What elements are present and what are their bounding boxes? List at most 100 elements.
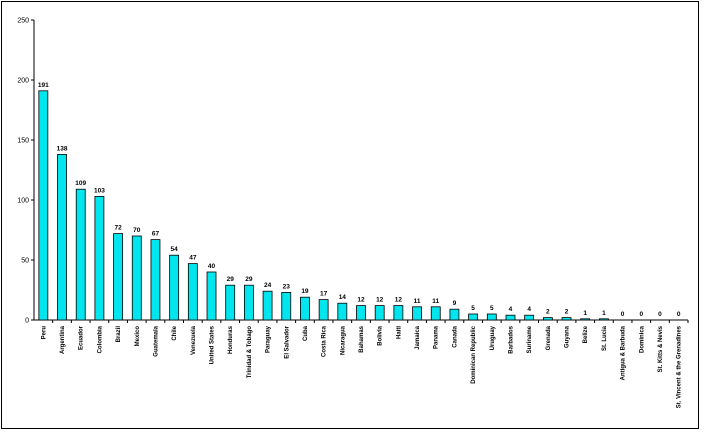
data-label: 2 (546, 309, 550, 316)
data-label: 0 (677, 311, 681, 318)
data-label: 1 (583, 310, 587, 317)
category-label: Paraguay (266, 325, 272, 353)
category-label: Mexico (135, 326, 141, 347)
bars (38, 90, 609, 321)
bar (131, 235, 142, 321)
bar (468, 313, 479, 321)
bar (243, 284, 254, 321)
category-label: St. Vincent & the Grenadines (677, 325, 683, 408)
y-tick-label: 50 (21, 258, 29, 265)
data-label: 17 (320, 291, 328, 298)
data-label: 103 (94, 187, 105, 194)
data-label: 2 (565, 309, 569, 316)
bar (393, 305, 404, 321)
data-label: 40 (208, 263, 216, 270)
data-label: 14 (339, 294, 347, 301)
data-label: 4 (509, 306, 513, 313)
data-label: 4 (527, 306, 531, 313)
category-label: Honduras (228, 325, 234, 354)
bar (225, 284, 236, 321)
category-label: Costa Rica (322, 325, 328, 357)
data-label: 0 (621, 311, 625, 318)
category-label: Chile (172, 325, 178, 340)
category-label: Haiti (396, 326, 402, 339)
data-label: 12 (395, 297, 403, 304)
bar (75, 188, 86, 321)
category-label: Bolivia (378, 325, 384, 345)
category-label: Cuba (303, 325, 309, 341)
category-label: Nicaragua (340, 325, 346, 355)
bar (187, 263, 198, 321)
category-label: Ecuador (79, 325, 85, 350)
bar (580, 318, 591, 321)
category-label: Dominica (639, 325, 645, 353)
category-label: St. Lucia (602, 325, 608, 351)
category-label: Dominican Republic (471, 325, 477, 383)
bar (561, 317, 572, 321)
category-label: El Salvador (284, 325, 290, 358)
category-label: Grenada (546, 325, 552, 350)
data-label: 9 (453, 300, 457, 307)
category-label: Guyana (565, 325, 571, 348)
bar (449, 308, 460, 321)
data-label: 11 (414, 298, 421, 305)
data-label: 70 (133, 227, 141, 234)
data-label: 191 (38, 82, 49, 89)
category-label: Argentina (60, 325, 66, 354)
category-label: Panama (434, 325, 440, 349)
data-label: 1 (602, 310, 606, 317)
y-tick-label: 200 (17, 78, 29, 85)
bar (318, 299, 329, 321)
category-label: St. Kitts & Nevis (658, 325, 664, 372)
data-label: 0 (658, 311, 662, 318)
data-label: 29 (227, 276, 235, 283)
category-label: Bahamas (359, 325, 365, 352)
bar (599, 318, 609, 321)
category-label: Barbados (508, 325, 514, 353)
bar (94, 195, 105, 321)
data-label: 54 (171, 246, 179, 253)
category-label: Canada (452, 325, 458, 347)
bar (337, 302, 348, 321)
data-label: 47 (189, 255, 197, 262)
bar (486, 313, 497, 321)
data-label: 138 (57, 145, 68, 152)
category-label: Colombia (97, 325, 103, 353)
data-label: 109 (75, 180, 86, 187)
category-label: Suriname (527, 325, 533, 353)
y-tick-label: 100 (17, 198, 29, 205)
bar (57, 153, 67, 321)
bar (430, 306, 441, 321)
bar (113, 233, 123, 321)
category-label: Guatemala (153, 325, 159, 356)
data-label: 24 (264, 282, 272, 289)
category-label: Peru (41, 326, 47, 340)
data-label: 0 (639, 311, 643, 318)
bar (412, 306, 422, 321)
y-tick-label: 150 (17, 138, 29, 145)
data-label: 12 (376, 297, 384, 304)
bar (505, 314, 516, 321)
category-label: Uruguay (490, 325, 496, 350)
bar (524, 314, 535, 321)
data-label: 72 (114, 225, 122, 232)
data-label: 12 (357, 297, 365, 304)
category-label: Trinidad & Tobago (247, 326, 253, 379)
bar (262, 290, 273, 321)
category-label: Belize (583, 325, 589, 343)
bar (206, 271, 217, 321)
y-tick-label: 250 (17, 18, 29, 25)
y-tick-label: 0 (25, 318, 29, 325)
category-label: Venezuela (191, 325, 197, 355)
bar (281, 291, 292, 321)
bar (150, 239, 161, 321)
data-label: 67 (152, 231, 160, 238)
category-label: Jamaica (415, 325, 421, 349)
data-label: 5 (471, 305, 475, 312)
data-label: 19 (301, 288, 309, 295)
bar (542, 317, 553, 321)
bar (38, 90, 49, 321)
